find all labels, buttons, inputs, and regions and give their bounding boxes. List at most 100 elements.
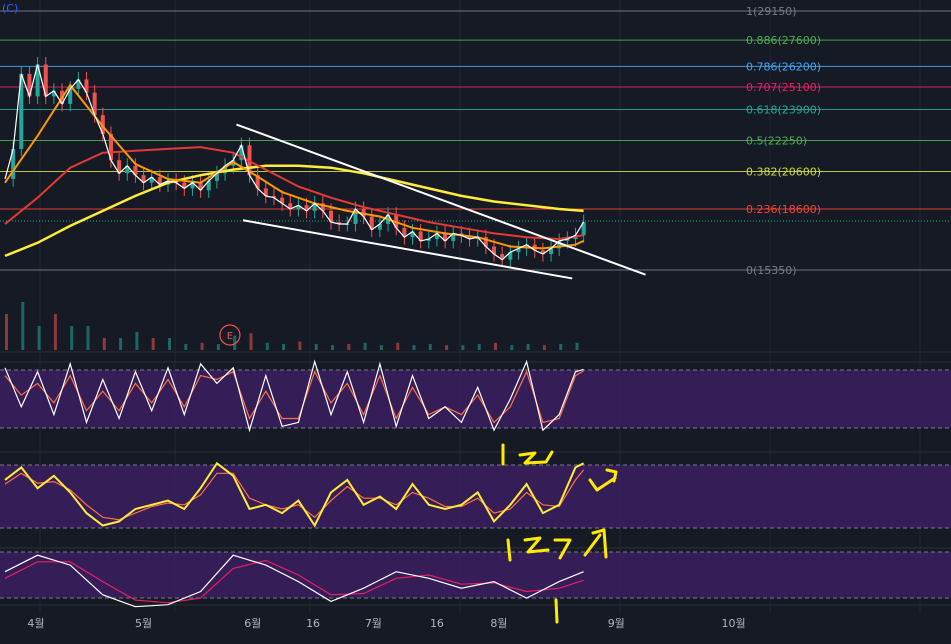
volume-bar xyxy=(216,344,220,350)
candle-body xyxy=(92,92,97,116)
candle-body xyxy=(255,175,260,189)
candle-body xyxy=(492,246,496,255)
volume-bar xyxy=(168,338,171,350)
volume-bar xyxy=(363,342,367,350)
candle-body xyxy=(19,73,24,149)
volume-bar xyxy=(86,326,90,350)
fib-level-label: 0.382(20600) xyxy=(746,165,821,178)
candle-body xyxy=(443,233,448,241)
candle-body xyxy=(149,177,154,183)
candle-body xyxy=(198,182,203,191)
volume-bar xyxy=(396,342,400,350)
volume-bar xyxy=(5,314,8,350)
volume-bars xyxy=(5,302,579,350)
candle-body xyxy=(483,237,488,247)
volume-bar xyxy=(379,345,383,350)
corner-label: (C) xyxy=(2,2,18,15)
candle-body xyxy=(108,133,113,161)
candle-body xyxy=(353,209,358,225)
hand-mark-3 xyxy=(554,598,559,624)
fib-level-label: 0.886(27600) xyxy=(746,34,821,47)
candle-body xyxy=(11,148,16,179)
handwritten-annotations xyxy=(501,443,618,624)
volume-bar xyxy=(510,345,514,350)
candle-body xyxy=(141,175,146,183)
candle-body xyxy=(451,233,456,241)
trendlines[interactable] xyxy=(236,123,646,280)
volume-bar xyxy=(445,345,449,350)
candle-body xyxy=(418,231,423,241)
candle-body xyxy=(581,222,586,236)
ma-mid-line xyxy=(4,146,584,241)
oscillators xyxy=(4,359,585,608)
volume-bar xyxy=(477,344,481,350)
candle-body xyxy=(125,165,130,174)
volume-bar xyxy=(412,345,416,350)
hand-arrow-up-2 xyxy=(583,528,608,559)
trendline[interactable] xyxy=(236,123,646,276)
volume-bar xyxy=(542,345,546,350)
volume-bar xyxy=(331,345,334,350)
candle-body xyxy=(565,239,570,241)
earnings-circle-icon[interactable] xyxy=(219,324,241,346)
candle-body xyxy=(35,64,40,97)
candle-body xyxy=(84,79,89,93)
volume-bar xyxy=(314,344,318,350)
candle-body xyxy=(239,145,244,161)
oscillator-bands xyxy=(0,369,951,599)
hand-mark-2a xyxy=(506,538,512,562)
fib-level-label: 0.5(22250) xyxy=(746,135,807,148)
candle-body xyxy=(304,205,309,211)
volume-bar xyxy=(461,345,465,350)
earnings-marker[interactable]: E xyxy=(219,324,241,346)
candle-body xyxy=(157,177,162,185)
fibonacci-retracement: 1(29150) 0.886(27600) 0.786(26200) 0.707(25… xyxy=(0,5,951,277)
moving-averages xyxy=(4,64,585,261)
volume-bar xyxy=(347,344,351,350)
candle-body xyxy=(426,239,431,241)
hand-arrow-up-1 xyxy=(588,468,618,492)
candle-body xyxy=(117,160,122,174)
candle-body xyxy=(280,197,285,204)
trendline[interactable] xyxy=(242,219,573,280)
candle-body xyxy=(223,165,228,174)
x-axis-tick-label: 6월 xyxy=(244,617,261,630)
candle-body xyxy=(500,254,505,260)
volume-bar xyxy=(265,342,269,350)
volume-bar xyxy=(70,326,74,350)
candle-body xyxy=(549,248,554,255)
candle-body xyxy=(214,173,219,181)
candle-body xyxy=(263,188,268,196)
candle-body xyxy=(369,216,374,230)
hand-mark-2c xyxy=(553,538,572,560)
volume-bar xyxy=(102,338,106,350)
candle-body xyxy=(329,210,333,223)
volume-bar xyxy=(575,342,579,350)
candle-body xyxy=(182,182,187,189)
candle-body xyxy=(402,227,407,238)
volume-bar xyxy=(135,332,139,350)
osc-3-main-line xyxy=(4,554,584,608)
ma-short-line xyxy=(4,83,585,250)
candle-body xyxy=(206,180,211,191)
volume-bar xyxy=(526,344,530,350)
candle-body xyxy=(51,90,56,97)
candle-body xyxy=(312,203,317,211)
oscillator-band-3 xyxy=(0,552,951,598)
osc-3-signal-line xyxy=(4,559,584,604)
fib-level-label: 1(29150) xyxy=(746,5,797,18)
candle-body xyxy=(508,252,513,260)
volume-bar xyxy=(37,326,41,350)
x-axis-tick-label: 8월 xyxy=(490,617,507,630)
x-axis-tick-label: 4월 xyxy=(27,617,44,630)
candle-body xyxy=(410,231,415,238)
candle-body xyxy=(27,73,32,97)
volume-bar xyxy=(184,344,188,350)
fib-level-label: 0.618(23900) xyxy=(746,104,821,117)
candle-body xyxy=(434,233,439,240)
x-axis-background xyxy=(0,612,951,644)
candle-body xyxy=(288,203,293,210)
volume-bar xyxy=(119,338,123,350)
ma-long-line xyxy=(4,164,584,258)
